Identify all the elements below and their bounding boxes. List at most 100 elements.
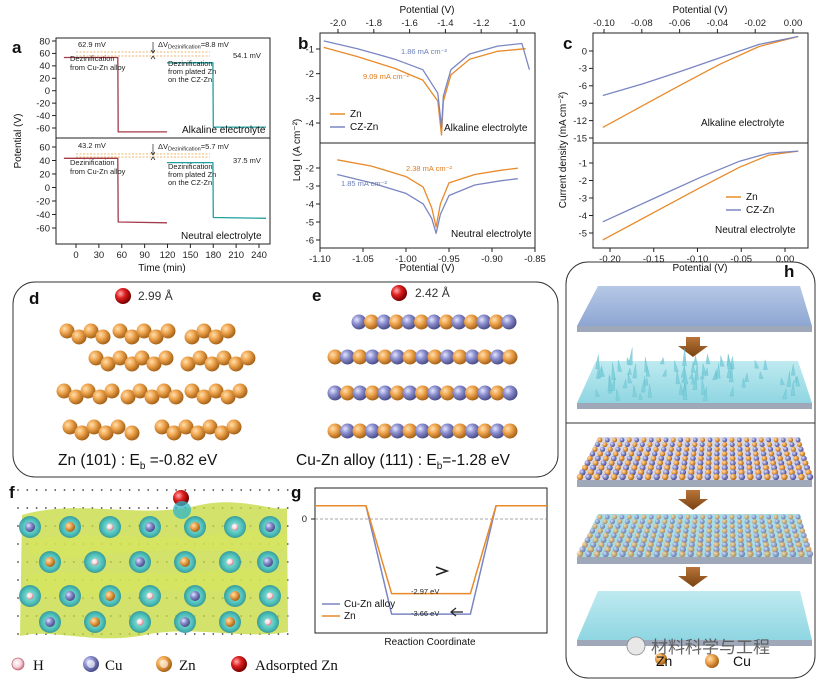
- zn-atom: [220, 323, 236, 339]
- zn-atom: [745, 446, 751, 452]
- panel-a-bottom-ytick: -20: [36, 196, 50, 207]
- cu-atom: [722, 523, 728, 529]
- dendrite-spike: [791, 364, 796, 376]
- panel-a-xtick: 180: [205, 250, 221, 261]
- dendrite-spike: [647, 384, 653, 398]
- panel-b-bottom-xtick: -0.95: [438, 254, 460, 265]
- cu-atom: [636, 528, 642, 534]
- zn-atom: [208, 383, 224, 399]
- zn-atom: [790, 523, 797, 529]
- h-zn-atom-icon: [655, 653, 667, 665]
- panel-a-top-ytick: -60: [36, 123, 50, 134]
- panel-c-bottom-xtick: -0.10: [687, 254, 709, 265]
- dendrite-spike: [626, 356, 632, 365]
- zn-atom: [779, 464, 786, 471]
- panel-c-top-xtick: -0.08: [631, 18, 653, 29]
- zn-atom: [148, 329, 164, 345]
- cu-atom: [721, 464, 728, 471]
- zn-atom: [682, 455, 688, 462]
- grid-dot: [82, 489, 84, 491]
- cu-atom: [780, 514, 786, 520]
- cu-atom: [696, 546, 703, 553]
- cu-atom: [772, 473, 780, 481]
- zn-atom: [427, 349, 443, 365]
- cu-atom: [755, 473, 763, 481]
- cu-atom: [687, 473, 694, 481]
- cu-atom: [619, 473, 626, 481]
- zn-atom: [402, 423, 418, 439]
- zn-atom: [86, 419, 102, 435]
- cu-atom: [691, 523, 697, 529]
- zn-atom: [618, 455, 625, 462]
- zn-atom: [764, 550, 771, 558]
- zn-atom: [714, 523, 720, 529]
- panel-c-top-xtick: -0.10: [593, 18, 615, 29]
- zn-atom: [593, 473, 601, 481]
- panel-b-bottom-xtick: -1.10: [309, 254, 331, 265]
- cu-atom: [634, 514, 640, 520]
- panel-g-ann-blue: -3.66 eV: [411, 609, 439, 618]
- cu-atom: [789, 473, 797, 481]
- zn-atom: [767, 519, 773, 525]
- cu-atom: [737, 532, 744, 539]
- cu-atom: [705, 464, 712, 471]
- zn-atom: [714, 446, 720, 452]
- zn-atom: [610, 473, 618, 481]
- cu-atom: [490, 349, 505, 365]
- zn-atom: [644, 473, 652, 481]
- panel-b-bottom-ann-blue: 1.85 mA cm⁻²: [341, 179, 388, 188]
- zn-atom: [714, 455, 720, 462]
- cu-atom: [707, 514, 713, 520]
- panel-c-top-xtick: 0.00: [784, 18, 803, 29]
- dendrite-spike: [597, 365, 603, 378]
- zn-atom: [729, 455, 736, 462]
- cu-atom: [145, 522, 155, 532]
- panel-e-lattice: [327, 314, 518, 439]
- cu-atom: [759, 519, 765, 525]
- cu-atom: [626, 455, 633, 462]
- panel-a-top-electrolyte: Alkaline electrolyte: [182, 125, 266, 136]
- zn-atom: [168, 389, 184, 405]
- dendrite-spike: [682, 348, 687, 367]
- panel-c-top-xtick: -0.02: [744, 18, 766, 29]
- zn-atom: [327, 349, 343, 365]
- panel-a-top-ytick: 60: [39, 49, 50, 60]
- cu-atom: [415, 349, 430, 365]
- cu-atom: [804, 541, 810, 548]
- zn-atom: [779, 541, 786, 548]
- cu-atom: [780, 437, 786, 443]
- cu-atom: [754, 464, 761, 471]
- panel-g: 0 Reaction Coordinate -2.97 eV -3.66 eV …: [302, 487, 548, 648]
- panel-b-bottom-frame: [319, 142, 536, 249]
- adsorbed-zn-atom-e: [391, 285, 407, 301]
- grid-dot: [100, 489, 103, 491]
- cu-atom: [501, 314, 517, 330]
- grid-dot: [203, 489, 205, 491]
- panel-a-xtick: 240: [251, 250, 267, 261]
- zn-atom: [745, 532, 752, 539]
- dendrite-spike: [627, 373, 633, 384]
- cu-atom: [714, 528, 720, 534]
- zn-atom: [782, 519, 787, 525]
- cu-atom: [376, 314, 392, 330]
- zn-atom: [647, 464, 654, 471]
- grid-dot: [286, 489, 289, 491]
- panel-c-bottom-plot: [602, 150, 799, 241]
- cu-atom: [746, 537, 752, 543]
- panel-c-top-yticks: 0 -3 -6 -9 -12 -15: [573, 46, 593, 144]
- cu-atom: [648, 437, 654, 443]
- zn-atom: [56, 383, 72, 399]
- zn-atom: [597, 451, 603, 457]
- zn-atom: [628, 451, 635, 457]
- panel-c-bottom-xlabel: Potential (V): [672, 263, 727, 274]
- panel-e-distance: 2.42 Å: [415, 285, 450, 300]
- zn-atom: [340, 385, 355, 401]
- grid-dot: [17, 561, 19, 563]
- panel-e-caption: Cu-Zn alloy (111) : Eb=-1.28 eV: [296, 452, 511, 472]
- legend-zn: Zn: [179, 658, 196, 674]
- cu-atom: [630, 523, 636, 529]
- zn-atom: [786, 537, 793, 543]
- zn-atom: [679, 473, 686, 481]
- zn-atom: [415, 385, 430, 401]
- zn-atom: [746, 541, 753, 548]
